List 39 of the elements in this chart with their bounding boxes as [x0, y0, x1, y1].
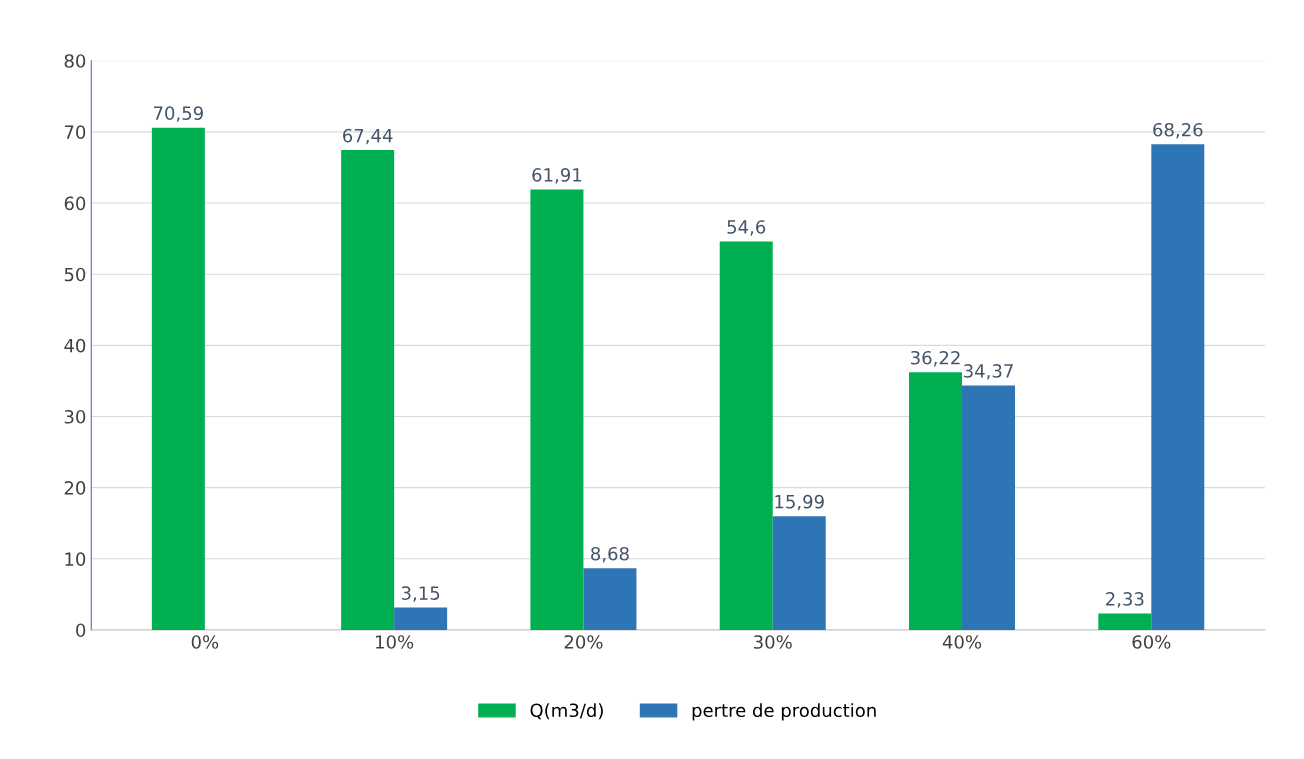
y-tick-label: 30: [64, 409, 86, 424]
data-label: 34,37: [964, 364, 1013, 380]
data-label: 70,59: [153, 106, 203, 122]
bar: [1098, 613, 1152, 630]
data-label: 61,91: [532, 168, 582, 184]
data-label: 67,44: [343, 128, 393, 145]
data-label: 36,22: [911, 350, 960, 367]
x-tick-label: 60%: [1132, 635, 1171, 649]
bar: [341, 150, 395, 630]
bar: [530, 189, 584, 630]
bar: [394, 607, 448, 630]
y-tick-label: 0: [76, 623, 86, 638]
bar: [1151, 144, 1205, 630]
bar: [583, 568, 637, 630]
y-tick-label: 70: [64, 125, 86, 139]
bar: [909, 372, 963, 630]
x-tick-label: 0%: [191, 635, 219, 649]
legend-label: pertre de production: [692, 703, 876, 721]
x-tick-label: 20%: [564, 635, 603, 649]
bar: [962, 385, 1016, 630]
y-tick-label: 20: [64, 481, 86, 495]
y-tick-label: 40: [64, 338, 86, 353]
data-label: 15,99: [775, 494, 824, 511]
legend-label: Q(m3/d): [530, 703, 603, 720]
y-tick-label: 50: [64, 267, 86, 282]
data-label: 3,15: [401, 586, 440, 602]
bar: [772, 516, 826, 630]
data-label: 68,26: [1153, 122, 1203, 139]
x-tick-label: 10%: [376, 635, 414, 649]
bar: [719, 241, 773, 630]
data-label: 8,68: [591, 546, 629, 563]
x-tick-label: 40%: [942, 635, 982, 649]
x-tick-label: 30%: [754, 635, 792, 649]
data-label: 54,6: [727, 220, 766, 236]
y-tick-label: 80: [64, 54, 86, 68]
y-tick-label: 10: [65, 552, 86, 566]
data-label: 2,33: [1106, 592, 1144, 608]
bar: [151, 127, 205, 630]
y-tick-label: 60: [64, 196, 86, 211]
